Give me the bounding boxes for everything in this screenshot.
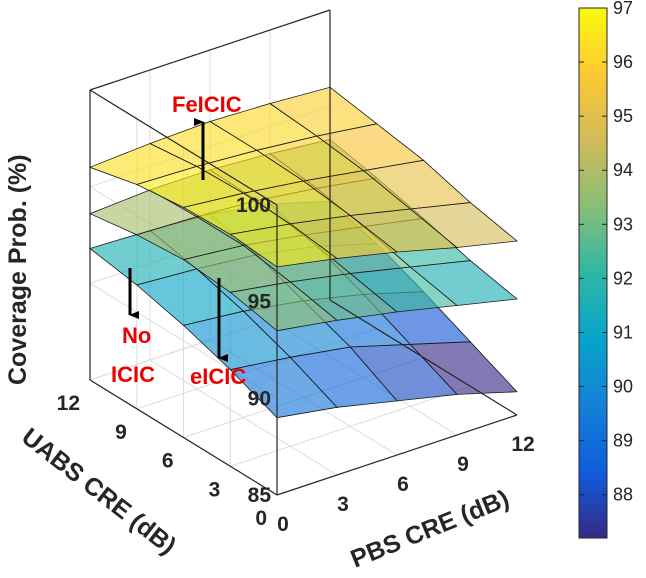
surface-cell: [409, 341, 518, 395]
x-tick-label: 0: [277, 513, 289, 536]
z-axis-label: Coverage Prob. (%): [4, 154, 32, 385]
colorbar-tick-label: 95: [613, 106, 633, 126]
z-tick-label: 90: [248, 387, 271, 410]
axis-edge: [89, 379, 278, 496]
colorbar-gradient: [578, 7, 608, 539]
y-tick-label: 12: [57, 392, 80, 415]
x-tick-label: 9: [457, 453, 469, 476]
colorbar-tick-label: 92: [613, 268, 633, 288]
annotation-eicic: eICIC: [190, 364, 246, 389]
x-tick-label: 3: [337, 493, 349, 516]
colorbar-tick-label: 89: [613, 431, 633, 451]
axis-edge: [276, 414, 518, 496]
axis-edge: [89, 89, 278, 206]
colorbar-tick-label: 97: [613, 0, 633, 18]
colorbar-tick-label: 90: [613, 377, 633, 397]
axes-ticks: 85 90 95 100 0 3 6 9 12 0 3 6 9 12: [57, 194, 535, 536]
y-tick-label: 6: [162, 450, 174, 473]
annotation-feicic: FeICIC: [172, 92, 242, 117]
colorbar-tick-label: 91: [613, 322, 633, 342]
colorbar-tick-label: 88: [613, 485, 633, 505]
annotation-icic: ICIC: [111, 362, 155, 387]
colorbar: 88 89 90 91 92 93 94 95 96 97: [578, 0, 633, 539]
annotation-no: No: [122, 323, 151, 348]
annotations: FeICIC eICIC No ICIC: [111, 92, 246, 389]
axis-edge: [329, 299, 518, 416]
z-tick-label: 100: [236, 194, 271, 217]
x-tick-label: 12: [511, 433, 534, 456]
surface-cell: [409, 260, 518, 306]
z-tick-label: 95: [248, 291, 272, 314]
colorbar-tick-label: 96: [613, 52, 633, 72]
colorbar-tick-label: 93: [613, 214, 633, 234]
y-axis-label: UABS CRE (dB): [16, 423, 181, 561]
axes-frame: [89, 9, 518, 496]
axis-edge: [89, 9, 331, 91]
x-axis-label: PBS CRE (dB): [347, 485, 513, 574]
y-tick-label: 9: [115, 421, 127, 444]
z-tick-label: 85: [248, 484, 272, 507]
x-tick-label: 6: [397, 473, 409, 496]
colorbar-tick-label: 94: [613, 160, 633, 180]
y-tick-label: 0: [255, 507, 267, 530]
surface-cell: [409, 202, 518, 248]
y-tick-label: 3: [209, 478, 221, 501]
